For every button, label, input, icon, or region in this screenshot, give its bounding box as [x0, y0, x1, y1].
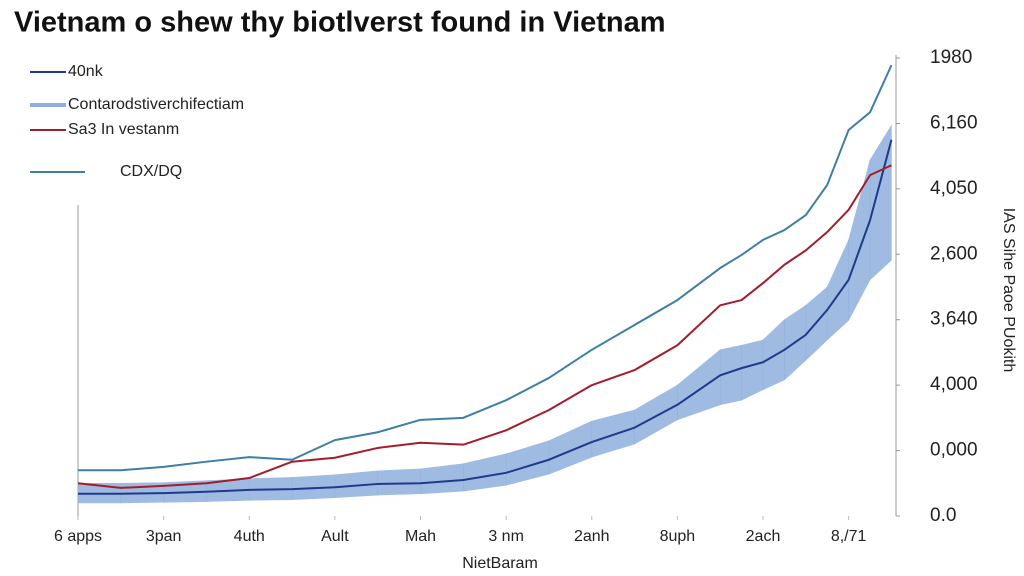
band — [869, 124, 892, 281]
y-tick-label: 0,000 — [930, 440, 978, 461]
y-tick-label: 1980 — [930, 47, 972, 68]
x-tick-label: 4uth — [234, 528, 265, 545]
x-axis-label: NietBaram — [462, 555, 538, 572]
x-tick-label: Ault — [321, 528, 349, 545]
chart-title: Vietnam o shew thy biotlverst found in V… — [14, 7, 666, 39]
x-tick-label: 2ach — [746, 528, 781, 545]
line — [78, 139, 893, 495]
legend-label: CDX/DQ — [120, 163, 182, 180]
x-tick-label: 3 nm — [488, 528, 524, 545]
line — [78, 64, 893, 472]
x-tick-label: 8,/71 — [831, 528, 867, 545]
y-tick-label: 0.0 — [930, 505, 956, 526]
y-tick-label: 4,050 — [930, 178, 978, 199]
x-tick-label: 6 apps — [54, 528, 102, 545]
x-tick-label: 3pan — [146, 528, 182, 545]
y-axis-label: IAS Sihe Paoe PUokith — [1000, 208, 1017, 373]
x-tick-label: 2anh — [574, 528, 610, 545]
y-tick-label: 4,000 — [930, 374, 978, 395]
y-tick-label: 6,160 — [930, 112, 978, 133]
y-tick-label: 3,640 — [930, 309, 978, 330]
band — [377, 468, 421, 496]
band — [741, 339, 764, 401]
x-tick-label: 8uph — [660, 528, 696, 545]
legend-label: Contarodstiverchifectiam — [68, 96, 244, 113]
line — [77, 164, 892, 489]
band — [420, 463, 464, 495]
legend-label: 40nk — [68, 63, 104, 80]
x-tick-label: Mah — [405, 528, 436, 545]
legend-label: Sa3 In vestanm — [68, 121, 179, 138]
y-tick-label: 2,600 — [930, 243, 978, 264]
